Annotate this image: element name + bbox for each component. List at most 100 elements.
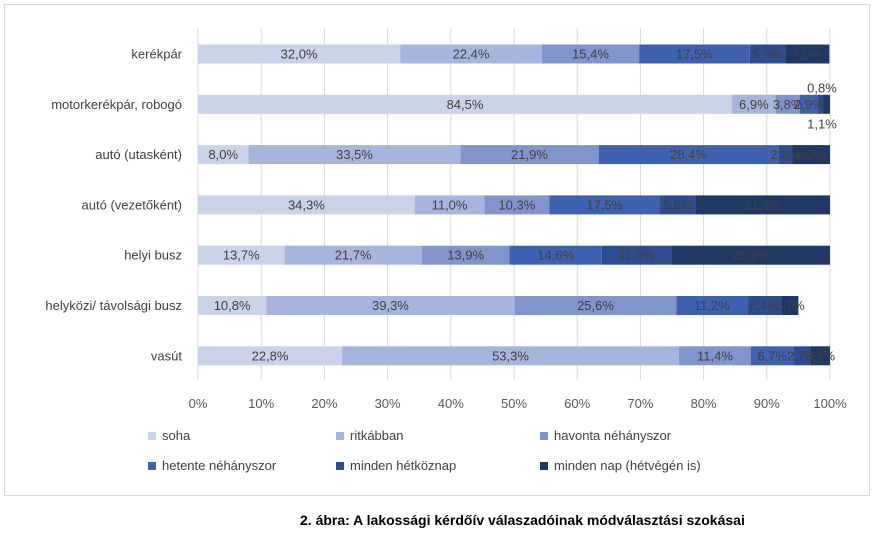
x-tick-label: 10% — [248, 396, 274, 411]
data-label: 32,0% — [281, 47, 318, 62]
bar-segment — [484, 195, 550, 215]
bar-segment — [198, 296, 267, 315]
category-label: autó (vezetőként) — [82, 197, 182, 212]
data-label: 11,0% — [432, 197, 468, 212]
data-label: 28,4% — [670, 147, 707, 162]
legend-swatch — [336, 462, 344, 470]
data-label: 11,4% — [697, 348, 733, 363]
bar-segment — [695, 195, 830, 215]
legend-label: minden hétköznap — [350, 458, 456, 473]
data-label: 21,9% — [511, 147, 548, 162]
bar-segment — [823, 94, 830, 114]
bar-segment — [775, 94, 800, 114]
data-label: 13,7% — [223, 248, 260, 263]
legend-label: minden nap (hétvégén is) — [554, 458, 701, 473]
data-label: 5,6% — [753, 47, 783, 62]
bar-segment — [414, 195, 485, 215]
category-label: kerékpár — [131, 47, 182, 62]
data-label: 17,5% — [676, 47, 713, 62]
data-label: 10,8% — [214, 298, 251, 313]
legend-swatch — [540, 432, 548, 440]
x-tick-label: 40% — [438, 396, 464, 411]
bar-segment — [747, 296, 782, 315]
legend-label: ritkábban — [350, 428, 403, 443]
data-label: 25,1% — [732, 248, 769, 263]
data-label: 6,0% — [796, 147, 826, 162]
legend: soha ritkábban havonta néhányszor hetente n… — [148, 428, 701, 473]
data-label: 21,7% — [335, 248, 372, 263]
data-label: 14,6% — [537, 248, 574, 263]
data-label: 5,6% — [663, 197, 693, 212]
x-tick-label: 50% — [501, 396, 527, 411]
data-label: 22,4% — [453, 47, 490, 62]
category-label: motorkerékpár, robogó — [51, 97, 182, 112]
x-tick-label: 70% — [627, 396, 653, 411]
bar-segment — [659, 195, 696, 215]
bar-segment — [342, 346, 679, 366]
bar-segment — [198, 346, 343, 366]
data-label: 0,8% — [807, 80, 837, 95]
bar-segment — [198, 145, 249, 165]
data-label: 13,9% — [447, 248, 484, 263]
data-label: 6,9% — [739, 97, 769, 112]
bar-segment — [732, 94, 776, 114]
data-label: 11,2% — [694, 298, 730, 313]
bar-segment — [460, 145, 599, 165]
x-tick-label: 20% — [311, 396, 337, 411]
bars — [198, 44, 830, 366]
data-label: 11,0% — [619, 248, 655, 263]
figure-caption: 2. ábra: A lakossági kérdőív válaszadóin… — [300, 512, 745, 528]
data-label: 84,5% — [447, 97, 484, 112]
bar-segment — [810, 346, 830, 366]
data-label: 53,3% — [492, 348, 529, 363]
x-tick-label: 100% — [813, 396, 847, 411]
legend-swatch — [336, 432, 344, 440]
category-label: vasút — [151, 348, 182, 363]
data-label: 2,2% — [770, 147, 800, 162]
bar-segment — [799, 94, 818, 114]
data-label: 39,3% — [372, 298, 409, 313]
legend-label: soha — [162, 428, 191, 443]
legend-label: havonta néhányszor — [554, 428, 672, 443]
bar-segment — [549, 195, 660, 215]
data-label: 7,0% — [792, 47, 822, 62]
bar-segment — [793, 346, 811, 366]
data-label: 8,0% — [208, 147, 238, 162]
data-label: 6,7% — [757, 348, 787, 363]
bar-segment — [541, 44, 640, 64]
bar-segment — [248, 145, 461, 165]
category-label: helyközi/ távolsági busz — [45, 298, 182, 313]
data-label: 25,6% — [577, 298, 614, 313]
x-tick-label: 30% — [375, 396, 401, 411]
bar-segment — [792, 145, 830, 165]
data-label: 2,7% — [775, 298, 805, 313]
legend-swatch — [540, 462, 548, 470]
data-label: 1,1% — [807, 116, 837, 131]
axes: 0% 10% 20% 30% 40% 50% 60% 70% 80% 90% 100% kerékpá… — [45, 47, 847, 412]
data-label: 33,5% — [336, 147, 373, 162]
x-tick-label: 60% — [564, 396, 590, 411]
bar-segment — [817, 94, 824, 114]
bar-segment — [400, 44, 542, 64]
data-label: 5,4% — [749, 298, 779, 313]
data-label: 2,9% — [794, 97, 824, 112]
bar-segment — [198, 44, 401, 64]
x-tick-label: 0% — [189, 396, 208, 411]
data-label: 3,1% — [805, 348, 835, 363]
bar-segment — [198, 94, 733, 114]
data-label: 2,7% — [787, 348, 817, 363]
bar-segment — [284, 245, 422, 265]
bar-segment — [601, 245, 672, 265]
category-label: autó (utasként) — [95, 147, 182, 162]
bar-segment — [671, 245, 830, 265]
bar-segment — [421, 245, 510, 265]
data-label: 17,5% — [586, 197, 623, 212]
bar-segment — [676, 296, 748, 315]
data-label: 22,8% — [252, 348, 289, 363]
bar-segment — [678, 346, 751, 366]
bar-segment — [198, 195, 415, 215]
data-label: 34,3% — [288, 197, 325, 212]
bar-segment — [749, 44, 786, 64]
data-label: 21,3% — [744, 197, 781, 212]
bar-segment — [781, 296, 799, 315]
